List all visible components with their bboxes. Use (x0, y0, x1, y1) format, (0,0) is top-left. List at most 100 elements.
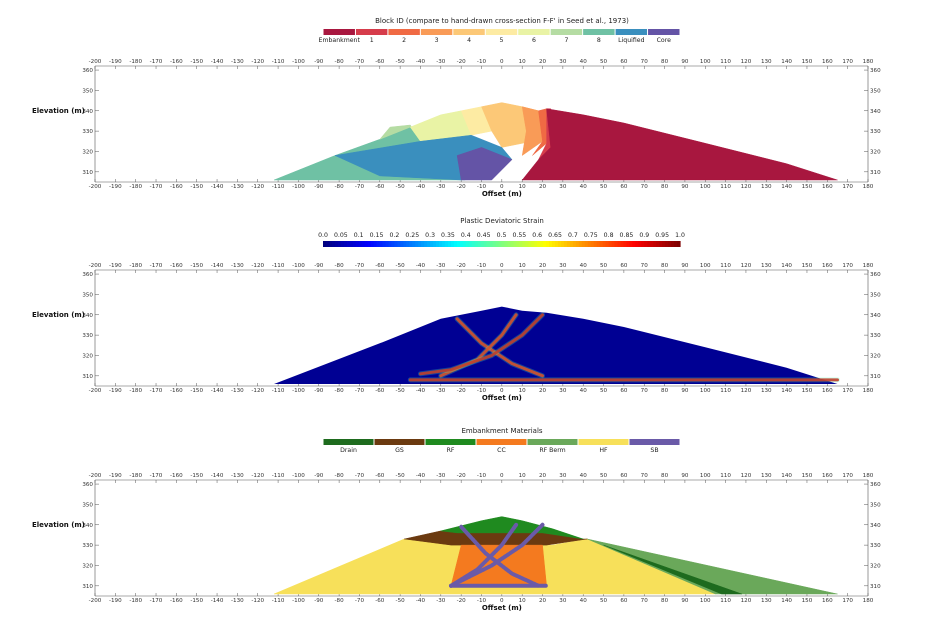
x-tick-label-bottom: -40 (416, 184, 426, 190)
x-tick-label-top: 60 (620, 59, 628, 65)
y-tick-label-left: 310 (82, 374, 93, 380)
x-tick-label-top: 140 (781, 473, 792, 479)
x-tick-label-top: 150 (802, 59, 813, 65)
y-tick-label-right: 360 (870, 482, 881, 488)
colorbar-cell (516, 241, 520, 247)
block-id-panel: Block ID (compare to hand-drawn cross-se… (32, 17, 881, 198)
colorbar-cell (662, 241, 666, 247)
colorbar-cell (650, 241, 654, 247)
x-tick-label-top: -90 (314, 59, 324, 65)
colorbar-cell (385, 241, 390, 247)
y-tick-label-left: 330 (82, 333, 93, 339)
x-tick-label-top: 30 (559, 473, 567, 479)
colorbar-cell (674, 241, 678, 247)
colorbar-cell (632, 241, 636, 247)
colorbar-cell (587, 241, 592, 247)
colorbar-cell (546, 241, 550, 247)
colorbar-cell (418, 241, 422, 247)
x-tick-label-bottom: -20 (457, 184, 467, 190)
x-tick-label-top: 10 (519, 263, 527, 269)
y-tick-label-right: 350 (870, 88, 881, 94)
colorbar-cell (459, 241, 464, 247)
y-tick-label-left: 350 (82, 88, 93, 94)
x-tick-label-top: -10 (477, 59, 487, 65)
colorbar-cell (558, 241, 562, 247)
x-tick-label-bottom: -70 (355, 388, 365, 394)
x-tick-label-top: 130 (761, 263, 772, 269)
x-tick-label-top: -200 (89, 263, 102, 269)
colorbar-tick-label: 0.25 (405, 232, 419, 239)
colorbar-cell (334, 241, 339, 247)
legend-label: GS (395, 447, 404, 454)
x-tick-label-bottom: 20 (539, 184, 547, 190)
colorbar-cell (552, 241, 556, 247)
x-tick-label-top: -60 (375, 263, 385, 269)
x-tick-label-top: -30 (436, 473, 446, 479)
colorbar-cell (647, 241, 651, 247)
x-tick-label-top: 110 (720, 59, 731, 65)
colorbar-tick-label: 0.55 (512, 232, 526, 239)
colorbar-cell (433, 241, 437, 247)
x-tick-label-top: 0 (500, 263, 504, 269)
x-tick-label-bottom: 100 (700, 598, 711, 604)
x-tick-label-top: 40 (580, 263, 588, 269)
colorbar-cell (555, 241, 559, 247)
legend-swatch (476, 439, 527, 445)
x-tick-label-top: 50 (600, 59, 608, 65)
x-tick-label-bottom: -110 (272, 388, 285, 394)
y-tick-label-left: 330 (82, 129, 93, 135)
x-tick-label-bottom: 100 (700, 388, 711, 394)
colorbar-cell (563, 241, 568, 247)
legend-label: Liquified (618, 37, 644, 44)
region-2 (532, 108, 547, 156)
colorbar-cell (379, 241, 384, 247)
colorbar-cell (584, 241, 589, 247)
y-tick-label-right: 330 (870, 543, 881, 549)
x-tick-label-bottom: 170 (842, 388, 853, 394)
legend-label: 3 (435, 37, 439, 44)
colorbar-cell (400, 241, 404, 247)
x-tick-label-bottom: 50 (600, 598, 608, 604)
x-tick-label-bottom: -70 (355, 598, 365, 604)
shear-band-sb (449, 522, 545, 588)
x-tick-label-bottom: -10 (477, 388, 487, 394)
x-tick-label-top: 100 (700, 473, 711, 479)
colorbar-cell (623, 241, 628, 247)
colorbar-cell (415, 241, 419, 247)
colorbar-cell (474, 241, 479, 247)
colorbar-tick-label: 0.3 (425, 232, 435, 239)
legend-swatch (518, 29, 550, 35)
x-tick-label-bottom: -200 (89, 388, 102, 394)
x-tick-label-top: -120 (251, 59, 264, 65)
x-tick-label-bottom: 30 (559, 388, 567, 394)
x-tick-label-bottom: 40 (580, 184, 588, 190)
x-tick-label-top: -110 (272, 59, 285, 65)
colorbar-cell (569, 241, 574, 247)
x-tick-label-top: -40 (416, 473, 426, 479)
y-tick-label-right: 320 (870, 563, 881, 569)
x-tick-label-top: 160 (822, 473, 833, 479)
x-tick-label-bottom: 10 (519, 184, 527, 190)
x-tick-label-bottom: 170 (842, 184, 853, 190)
y-tick-label-left: 320 (82, 563, 93, 569)
colorbar-cell (462, 241, 467, 247)
legend-swatch (420, 29, 453, 35)
x-tick-label-bottom: 10 (519, 388, 527, 394)
x-tick-label-bottom: -10 (477, 598, 487, 604)
x-tick-label-bottom: -20 (457, 598, 467, 604)
colorbar-cell (531, 241, 535, 247)
y-tick-label-left: 340 (82, 109, 93, 115)
colorbar-cell (677, 241, 681, 247)
y-tick-label-left: 340 (82, 313, 93, 319)
x-tick-label-top: -70 (355, 59, 365, 65)
x-tick-label-bottom: 40 (580, 388, 588, 394)
x-tick-label-bottom: -140 (211, 184, 224, 190)
x-tick-label-top: -90 (314, 473, 324, 479)
x-tick-label-top: -160 (170, 59, 183, 65)
x-tick-label-top: -70 (355, 473, 365, 479)
colorbar-cell (483, 241, 488, 247)
x-tick-label-bottom: 60 (620, 388, 628, 394)
x-tick-label-bottom: -50 (396, 184, 406, 190)
x-tick-label-top: 0 (500, 59, 504, 65)
x-tick-label-top: -140 (211, 59, 224, 65)
